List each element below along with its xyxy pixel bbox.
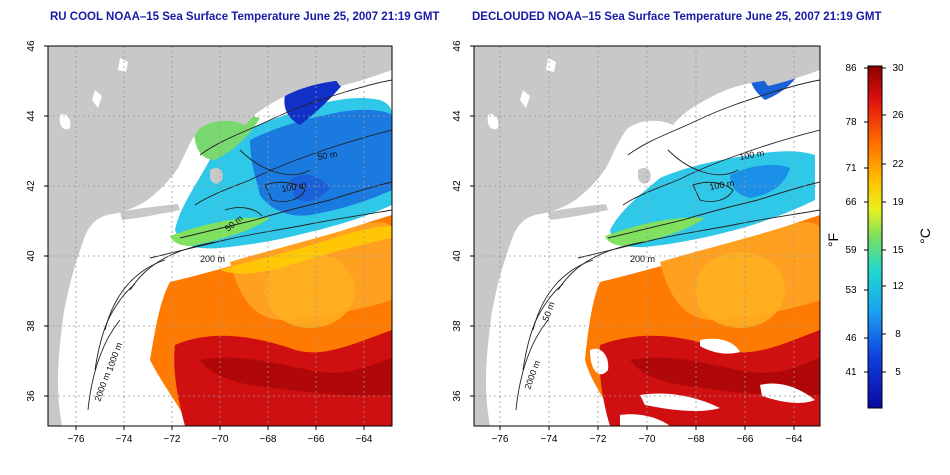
colorbar-f-tick-label: 71 <box>845 163 857 174</box>
right-long-island <box>548 204 608 220</box>
left-x-tick-label: −76 <box>68 434 85 445</box>
right-contour-label-3: 200 m <box>630 254 655 264</box>
colorbar-c-tick-label: 15 <box>892 245 904 256</box>
right-land <box>474 46 820 426</box>
right-x-tick-label: −74 <box>541 434 558 445</box>
colorbar-f-tick-label: 78 <box>845 117 857 128</box>
left-x-tick-label: −74 <box>116 434 133 445</box>
right-map-axes: −76 −74 −72 −70 −68 −66 −64 46 44 42 40 38 36 <box>452 40 803 445</box>
colorbar-f-tick-label: 41 <box>845 367 857 378</box>
right-map-content: 100 m 100 m 200 m 50 m 2000 m <box>474 46 820 426</box>
right-x-tick-label: −72 <box>590 434 607 445</box>
left-land <box>48 46 392 426</box>
left-blue-water <box>250 109 392 216</box>
left-contour-label-1: 50 m <box>317 149 338 162</box>
right-x-tick-label: −76 <box>492 434 509 445</box>
left-gulf-of-maine <box>290 174 330 202</box>
colorbar-f-tick-label: 59 <box>845 245 857 256</box>
left-x-tick-label: −68 <box>260 434 277 445</box>
left-map-title: RU COOL NOAA–15 Sea Surface Temperature … <box>50 11 440 23</box>
colorbar-c-tick-label: 22 <box>892 159 904 170</box>
colorbar-c-tick-label: 19 <box>892 197 904 208</box>
temperature-colorbar: 86 78 71 66 59 53 46 41 30 26 22 19 15 12 8 5 °F °C <box>825 63 933 409</box>
left-inland-water <box>59 58 128 130</box>
right-y-tick-label: 44 <box>452 110 463 122</box>
right-map-grid <box>474 46 820 426</box>
left-core-warm-water <box>200 357 392 396</box>
right-cloud-gaps <box>590 338 815 426</box>
colorbar-celsius-ticks: 30 26 22 19 15 12 8 5 <box>882 63 904 378</box>
right-map-panel: 100 m 100 m 200 m 50 m 2000 m <box>473 45 821 427</box>
right-blue-water <box>730 164 790 198</box>
left-warm-eddy <box>265 252 355 328</box>
left-green-patch <box>194 114 260 160</box>
right-y-tick-label: 38 <box>452 320 463 332</box>
right-x-tick-label: −66 <box>737 434 754 445</box>
right-bathymetry-contours <box>515 79 820 411</box>
colorbar-fahrenheit-unit: °F <box>825 233 841 247</box>
left-long-island <box>120 204 180 220</box>
left-y-tick-label: 46 <box>26 40 37 52</box>
left-contour-label-3: 200 m <box>200 254 225 264</box>
colorbar-fahrenheit-ticks: 86 78 71 66 59 53 46 41 <box>845 63 868 378</box>
colorbar-celsius-unit: °C <box>917 228 933 244</box>
colorbar-c-tick-label: 5 <box>895 367 901 378</box>
right-x-tick-label: −68 <box>688 434 705 445</box>
left-y-tick-label: 36 <box>26 390 37 402</box>
right-inland-water <box>487 58 556 130</box>
right-green-band <box>605 217 705 246</box>
colorbar-f-tick-label: 86 <box>845 63 857 74</box>
left-yellow-front <box>220 226 392 274</box>
left-bathymetry-contours <box>87 79 392 411</box>
left-x-tick-label: −64 <box>356 434 373 445</box>
colorbar-c-tick-label: 12 <box>892 281 904 292</box>
left-contour-label-2: 100 m <box>281 180 307 194</box>
right-x-tick-label: −70 <box>639 434 656 445</box>
right-cape-cod <box>638 168 651 184</box>
left-y-tick-label: 42 <box>26 180 37 192</box>
right-y-tick-label: 42 <box>452 180 463 192</box>
right-y-tick-label: 46 <box>452 40 463 52</box>
right-map-title: DECLOUDED NOAA–15 Sea Surface Temperatur… <box>472 11 882 23</box>
left-y-tick-label: 44 <box>26 110 37 122</box>
right-contour-label-2: 100 m <box>709 178 735 192</box>
left-cape-cod <box>210 168 223 184</box>
left-map-content: 50 m 100 m 200 m 1000 m 2000 m 50 m <box>48 46 392 426</box>
left-x-tick-label: −66 <box>308 434 325 445</box>
left-y-tick-label: 38 <box>26 320 37 332</box>
right-x-tick-label: −64 <box>786 434 803 445</box>
right-nova-scotia <box>758 56 820 86</box>
colorbar-f-tick-label: 53 <box>845 285 857 296</box>
colorbar-c-tick-label: 30 <box>892 63 904 74</box>
colorbar-f-tick-label: 46 <box>845 333 857 344</box>
colorbar-c-tick-label: 26 <box>892 110 904 121</box>
left-map-grid <box>48 46 392 426</box>
right-warm-eddy <box>695 252 785 328</box>
right-y-tick-label: 36 <box>452 390 463 402</box>
left-nova-scotia <box>330 56 392 86</box>
right-y-tick-label: 40 <box>452 250 463 262</box>
left-map-panel: 50 m 100 m 200 m 1000 m 2000 m 50 m <box>47 45 393 427</box>
left-x-tick-label: −70 <box>212 434 229 445</box>
colorbar-c-tick-label: 8 <box>895 329 901 340</box>
colorbar-gradient <box>867 65 883 409</box>
left-y-tick-label: 40 <box>26 250 37 262</box>
right-contour-label-1: 100 m <box>739 148 765 162</box>
left-map-axes: −76 −74 −72 −70 −68 −66 −64 46 44 42 40 38 36 <box>26 40 373 445</box>
colorbar-f-tick-label: 66 <box>845 197 857 208</box>
left-x-tick-label: −72 <box>164 434 181 445</box>
